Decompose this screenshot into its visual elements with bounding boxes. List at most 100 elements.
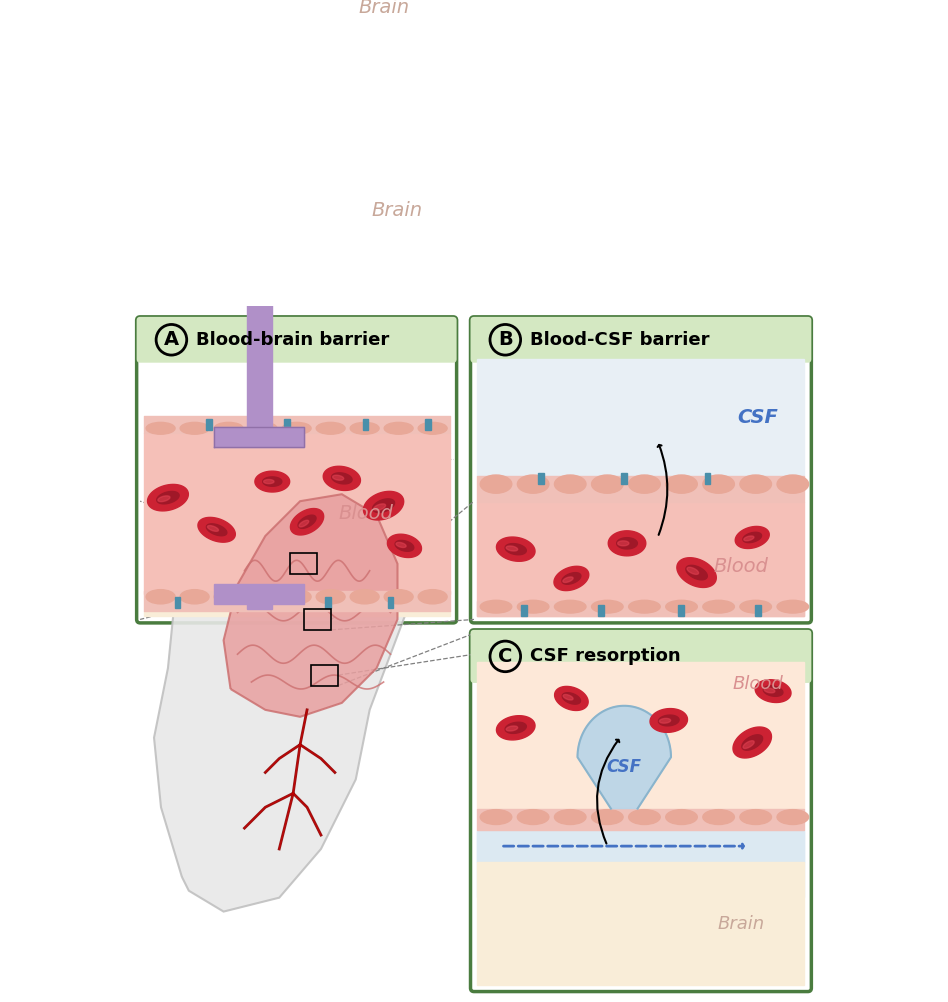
Polygon shape bbox=[138, 198, 203, 238]
Bar bbox=[755, 605, 760, 616]
Polygon shape bbox=[323, 466, 360, 490]
Polygon shape bbox=[246, 17, 271, 440]
Ellipse shape bbox=[740, 475, 772, 493]
Polygon shape bbox=[300, 520, 309, 527]
Ellipse shape bbox=[350, 423, 379, 434]
Bar bbox=[207, 420, 211, 431]
Ellipse shape bbox=[317, 423, 345, 434]
Polygon shape bbox=[140, 353, 453, 359]
Polygon shape bbox=[478, 359, 805, 476]
Polygon shape bbox=[395, 540, 413, 551]
Polygon shape bbox=[478, 476, 805, 502]
Ellipse shape bbox=[518, 600, 549, 613]
Polygon shape bbox=[478, 809, 805, 830]
Ellipse shape bbox=[740, 600, 772, 613]
Polygon shape bbox=[562, 572, 581, 584]
Ellipse shape bbox=[481, 810, 512, 825]
Ellipse shape bbox=[702, 600, 735, 613]
Polygon shape bbox=[207, 524, 227, 536]
Polygon shape bbox=[148, 484, 189, 511]
Text: Blood: Blood bbox=[733, 674, 783, 692]
Polygon shape bbox=[505, 722, 526, 733]
Bar bbox=[303, 609, 332, 630]
FancyBboxPatch shape bbox=[470, 317, 811, 623]
Polygon shape bbox=[497, 537, 535, 561]
Ellipse shape bbox=[418, 589, 447, 604]
Polygon shape bbox=[660, 718, 670, 723]
Ellipse shape bbox=[317, 589, 345, 604]
Ellipse shape bbox=[629, 600, 660, 613]
Ellipse shape bbox=[157, 212, 173, 224]
Polygon shape bbox=[333, 475, 344, 480]
Ellipse shape bbox=[629, 810, 660, 825]
Polygon shape bbox=[659, 715, 679, 725]
Polygon shape bbox=[388, 534, 422, 557]
Text: CSF resorption: CSF resorption bbox=[530, 647, 681, 665]
FancyBboxPatch shape bbox=[470, 630, 811, 683]
Polygon shape bbox=[143, 434, 449, 594]
Ellipse shape bbox=[555, 475, 586, 493]
Ellipse shape bbox=[418, 423, 447, 434]
Text: Brain: Brain bbox=[358, 0, 410, 17]
Polygon shape bbox=[208, 526, 219, 531]
Ellipse shape bbox=[665, 810, 698, 825]
Polygon shape bbox=[763, 686, 783, 696]
Polygon shape bbox=[756, 679, 791, 702]
Ellipse shape bbox=[555, 810, 586, 825]
Polygon shape bbox=[686, 565, 707, 580]
Polygon shape bbox=[505, 544, 526, 555]
Bar bbox=[598, 605, 604, 616]
Polygon shape bbox=[733, 727, 772, 758]
Bar bbox=[253, 597, 259, 608]
Text: CSF: CSF bbox=[738, 408, 778, 427]
Bar bbox=[426, 420, 431, 431]
PathPatch shape bbox=[224, 494, 397, 716]
Polygon shape bbox=[478, 830, 805, 863]
Ellipse shape bbox=[777, 475, 809, 493]
Text: Blood: Blood bbox=[714, 557, 769, 576]
Polygon shape bbox=[363, 491, 404, 520]
Polygon shape bbox=[474, 353, 808, 359]
Polygon shape bbox=[744, 536, 754, 541]
Text: Brain: Brain bbox=[372, 201, 423, 220]
Ellipse shape bbox=[374, 0, 395, 7]
Polygon shape bbox=[157, 496, 170, 502]
Polygon shape bbox=[263, 477, 282, 486]
Bar bbox=[521, 605, 527, 616]
Text: Blood: Blood bbox=[338, 504, 392, 523]
Ellipse shape bbox=[518, 475, 549, 493]
Polygon shape bbox=[246, 597, 271, 609]
Polygon shape bbox=[474, 672, 808, 679]
Polygon shape bbox=[290, 509, 323, 535]
Text: CSF: CSF bbox=[607, 759, 642, 777]
FancyBboxPatch shape bbox=[137, 317, 457, 623]
Polygon shape bbox=[577, 705, 671, 809]
Polygon shape bbox=[618, 541, 629, 546]
Ellipse shape bbox=[214, 423, 243, 434]
Polygon shape bbox=[650, 708, 687, 732]
Bar bbox=[363, 420, 368, 431]
Ellipse shape bbox=[665, 600, 698, 613]
Polygon shape bbox=[743, 532, 761, 543]
Polygon shape bbox=[143, 611, 449, 616]
Polygon shape bbox=[563, 694, 574, 700]
Polygon shape bbox=[563, 577, 574, 582]
Ellipse shape bbox=[384, 589, 413, 604]
Polygon shape bbox=[373, 499, 394, 512]
Polygon shape bbox=[742, 734, 762, 750]
Polygon shape bbox=[497, 715, 535, 739]
Polygon shape bbox=[349, 0, 433, 28]
Bar bbox=[678, 605, 684, 616]
Ellipse shape bbox=[518, 810, 549, 825]
Bar bbox=[538, 473, 543, 485]
Ellipse shape bbox=[214, 589, 243, 604]
Ellipse shape bbox=[248, 589, 277, 604]
Ellipse shape bbox=[180, 589, 210, 604]
Text: Brain: Brain bbox=[718, 915, 765, 933]
Polygon shape bbox=[609, 531, 646, 556]
Polygon shape bbox=[156, 491, 179, 504]
Polygon shape bbox=[617, 538, 637, 549]
Polygon shape bbox=[374, 504, 386, 510]
Ellipse shape bbox=[702, 810, 735, 825]
Polygon shape bbox=[478, 863, 805, 985]
